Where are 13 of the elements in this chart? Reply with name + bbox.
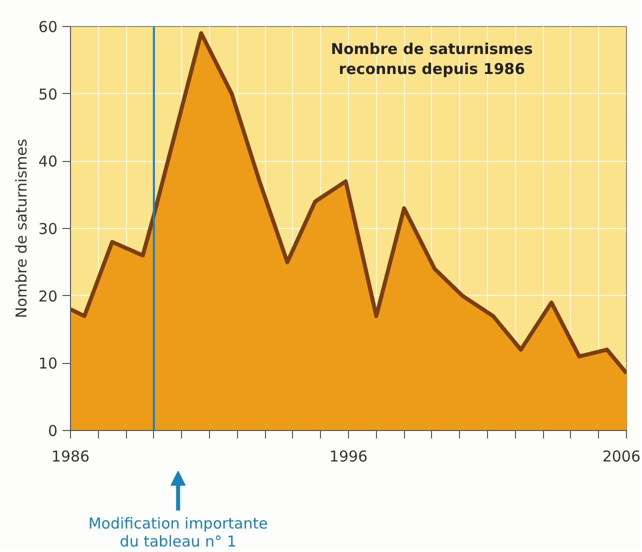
- y-tick-label: 30: [38, 220, 58, 238]
- x-tick-label: 1986: [51, 448, 90, 466]
- x-tick-label: 2006: [602, 448, 641, 466]
- ref-line-label: Modification importante du tableau n° 1: [88, 514, 268, 550]
- y-tick-label: 40: [38, 152, 58, 171]
- y-tick-label: 20: [38, 287, 58, 306]
- y-tick-label: 10: [38, 354, 58, 373]
- x-tick-label: 1996: [329, 448, 368, 466]
- y-tick-label: 50: [38, 85, 58, 104]
- y-tick-label: 60: [38, 18, 58, 36]
- text: Nombre de saturnismes reconnus depuis 1986: [330, 40, 533, 78]
- y-tick-label: 0: [48, 422, 58, 440]
- y-axis-title: Nombre de saturnismes: [12, 138, 30, 318]
